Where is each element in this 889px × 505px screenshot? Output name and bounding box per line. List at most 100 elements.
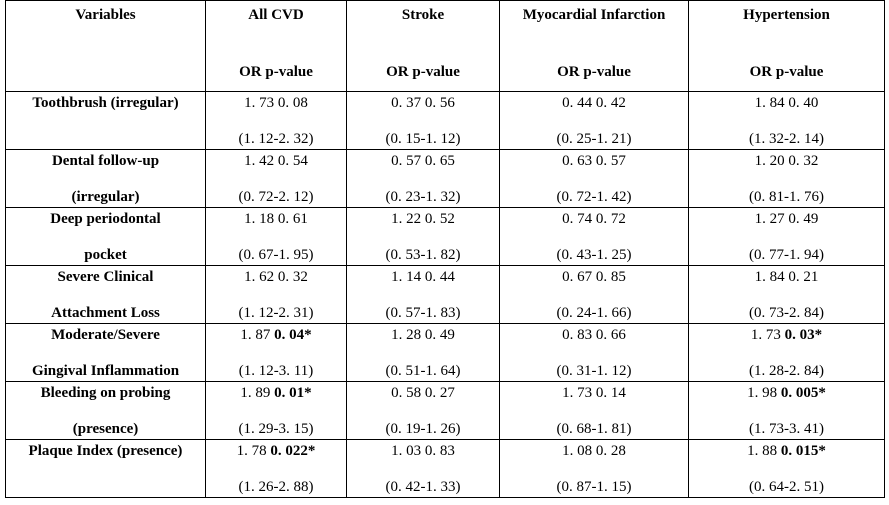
- p-value: 0. 21: [788, 269, 819, 285]
- variable-label: Bleeding on probing: [40, 385, 171, 401]
- value-cell: 1. 98 0. 005* (1. 73-3. 41): [688, 381, 885, 440]
- table-row: Dental follow-up (irregular) 1. 42 0. 54 (0…: [5, 149, 885, 208]
- odds-ratio: 1. 84: [754, 95, 785, 111]
- confidence-interval: (1. 12-2. 31): [238, 305, 314, 321]
- odds-ratio: 1. 20: [754, 153, 785, 169]
- confidence-interval: (1. 28-2. 84): [749, 363, 824, 379]
- odds-ratio: 0. 83: [562, 327, 593, 343]
- results-table: Variables All CVD OR p-value Stroke OR p-v…: [5, 0, 885, 498]
- odds-ratio: 1. 73: [750, 327, 781, 343]
- odds-ratio: 1. 03: [391, 443, 422, 459]
- value-cell: 1. 78 0. 022* (1. 26-2. 88): [205, 439, 347, 498]
- value-cell: 1. 18 0. 61 (0. 67-1. 95): [205, 207, 347, 266]
- variable-cell: Deep periodontal pocket: [5, 207, 206, 266]
- confidence-interval: (0. 23-1. 32): [385, 189, 461, 205]
- table-row: Severe Clinical Attachment Loss 1. 62 0. 3…: [5, 265, 885, 324]
- p-value: 0. 14: [595, 385, 626, 401]
- confidence-interval: (0. 64-2. 51): [749, 479, 824, 495]
- confidence-interval: (0. 15-1. 12): [385, 131, 461, 147]
- p-value: 0. 61: [277, 211, 308, 227]
- p-value: 0. 57: [595, 153, 626, 169]
- value-cell: 1. 20 0. 32 (0. 81-1. 76): [688, 149, 885, 208]
- value-cell: 1. 14 0. 44 (0. 57-1. 83): [346, 265, 500, 324]
- odds-ratio: 0. 74: [562, 211, 593, 227]
- value-cell: 0. 57 0. 65 (0. 23-1. 32): [346, 149, 500, 208]
- header-variables: Variables: [5, 0, 206, 92]
- confidence-interval: (1. 26-2. 88): [238, 479, 314, 495]
- confidence-interval: (0. 53-1. 82): [385, 247, 461, 263]
- confidence-interval: (0. 73-2. 84): [749, 305, 824, 321]
- variable-label: Moderate/Severe: [51, 327, 160, 343]
- p-value: 0. 42: [595, 95, 626, 111]
- header-row: Variables All CVD OR p-value Stroke OR p-v…: [5, 0, 885, 92]
- odds-ratio: 1. 88: [747, 443, 778, 459]
- confidence-interval: (0. 42-1. 33): [385, 479, 461, 495]
- p-value-significant: 0. 005*: [780, 385, 826, 401]
- value-cell: 1. 22 0. 52 (0. 53-1. 82): [346, 207, 500, 266]
- confidence-interval: (0. 87-1. 15): [556, 479, 632, 495]
- odds-ratio: 1. 89: [240, 385, 271, 401]
- value-cell: 1. 03 0. 83 (0. 42-1. 33): [346, 439, 500, 498]
- confidence-interval: (0. 19-1. 26): [385, 421, 461, 437]
- variable-cell: Dental follow-up (irregular): [5, 149, 206, 208]
- odds-ratio: 1. 08: [562, 443, 593, 459]
- variable-label-cont: [6, 121, 205, 149]
- odds-ratio: 0. 37: [391, 95, 422, 111]
- p-value-significant: 0. 015*: [780, 443, 826, 459]
- variable-label: Plaque Index (presence): [28, 443, 183, 459]
- p-value: 0. 27: [424, 385, 455, 401]
- table-row: Bleeding on probing (presence) 1. 89 0. 01…: [5, 381, 885, 440]
- p-value-significant: 0. 01*: [274, 385, 312, 401]
- confidence-interval: (1. 29-3. 15): [238, 421, 314, 437]
- p-value: 0. 85: [595, 269, 626, 285]
- variable-label: Deep periodontal: [50, 211, 161, 227]
- odds-ratio: 1. 14: [391, 269, 422, 285]
- value-cell: 1. 27 0. 49 (0. 77-1. 94): [688, 207, 885, 266]
- value-cell: 0. 63 0. 57 (0. 72-1. 42): [499, 149, 689, 208]
- confidence-interval: (1. 73-3. 41): [749, 421, 824, 437]
- variable-label-cont: [6, 469, 205, 497]
- variable-label-cont: Gingival Inflammation: [31, 363, 180, 379]
- value-cell: 1. 89 0. 01* (1. 29-3. 15): [205, 381, 347, 440]
- odds-ratio: 1. 84: [754, 269, 785, 285]
- value-cell: 1. 08 0. 28 (0. 87-1. 15): [499, 439, 689, 498]
- confidence-interval: (0. 67-1. 95): [238, 247, 314, 263]
- variable-label: Dental follow-up: [51, 153, 160, 169]
- confidence-interval: (1. 32-2. 14): [749, 131, 824, 147]
- odds-ratio: 1. 28: [391, 327, 422, 343]
- header-hypertension: Hypertension OR p-value: [688, 0, 885, 92]
- variable-label-cont: (presence): [72, 421, 139, 437]
- confidence-interval: (0. 81-1. 76): [749, 189, 824, 205]
- value-cell: 0. 83 0. 66 (0. 31-1. 12): [499, 323, 689, 382]
- value-cell: 0. 44 0. 42 (0. 25-1. 21): [499, 91, 689, 150]
- confidence-interval: (1. 12-2. 32): [238, 131, 314, 147]
- value-cell: 1. 87 0. 04* (1. 12-3. 11): [205, 323, 347, 382]
- odds-ratio: 1. 22: [391, 211, 422, 227]
- confidence-interval: (0. 57-1. 83): [385, 305, 461, 321]
- variable-cell: Bleeding on probing (presence): [5, 381, 206, 440]
- value-cell: 1. 62 0. 32 (1. 12-2. 31): [205, 265, 347, 324]
- header-myocardial-infarction: Myocardial Infarction OR p-value: [499, 0, 689, 92]
- value-cell: 1. 73 0. 08 (1. 12-2. 32): [205, 91, 347, 150]
- confidence-interval: (0. 68-1. 81): [556, 421, 632, 437]
- value-cell: 0. 67 0. 85 (0. 24-1. 66): [499, 265, 689, 324]
- p-value: 0. 32: [277, 269, 308, 285]
- confidence-interval: (0. 24-1. 66): [556, 305, 632, 321]
- value-cell: 0. 74 0. 72 (0. 43-1. 25): [499, 207, 689, 266]
- value-cell: 1. 42 0. 54 (0. 72-2. 12): [205, 149, 347, 208]
- p-value: 0. 66: [595, 327, 626, 343]
- confidence-interval: (0. 51-1. 64): [385, 363, 461, 379]
- odds-ratio: 1. 62: [244, 269, 275, 285]
- header-stroke: Stroke OR p-value: [346, 0, 500, 92]
- p-value: 0. 54: [277, 153, 308, 169]
- variable-cell: Severe Clinical Attachment Loss: [5, 265, 206, 324]
- p-value: 0. 56: [424, 95, 455, 111]
- table-row: Toothbrush (irregular) 1. 73 0. 08 (1. 12-…: [5, 91, 885, 150]
- p-value: 0. 65: [424, 153, 455, 169]
- odds-ratio: 1. 18: [244, 211, 275, 227]
- p-value: 0. 52: [424, 211, 455, 227]
- odds-ratio: 0. 58: [391, 385, 422, 401]
- odds-ratio: 0. 57: [391, 153, 422, 169]
- confidence-interval: (0. 77-1. 94): [749, 247, 824, 263]
- value-cell: 0. 58 0. 27 (0. 19-1. 26): [346, 381, 500, 440]
